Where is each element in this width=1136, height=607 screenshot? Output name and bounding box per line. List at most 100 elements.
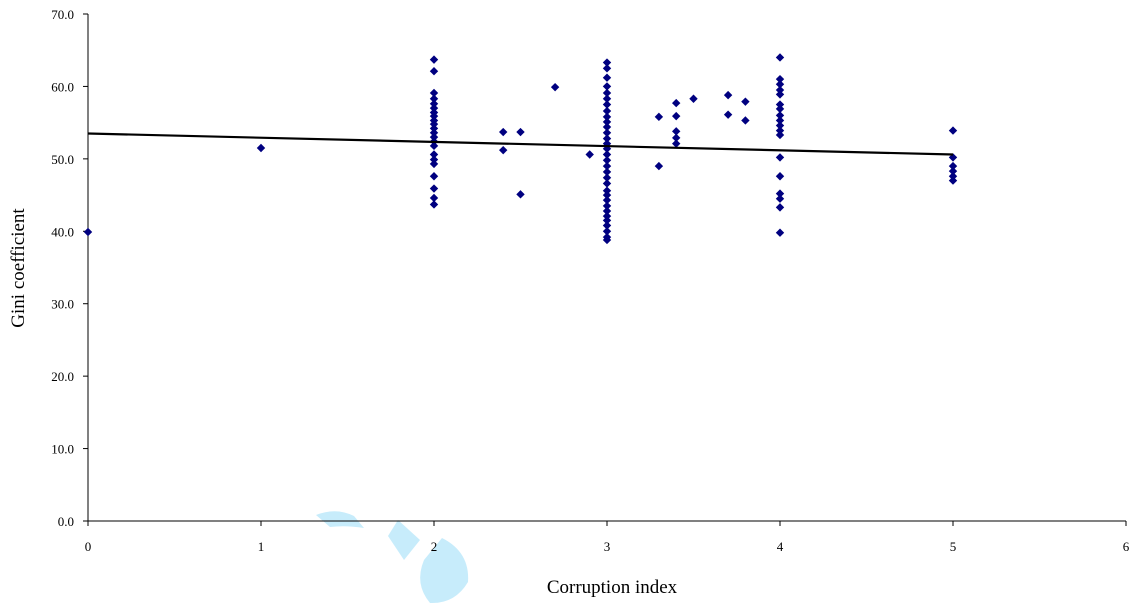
data-point <box>672 111 681 121</box>
data-point <box>775 203 785 212</box>
data-point <box>948 166 958 176</box>
data-point <box>775 121 785 130</box>
data-point <box>775 153 785 162</box>
data-point <box>602 201 612 211</box>
data-point <box>429 99 439 109</box>
data-point <box>602 134 612 143</box>
data-point <box>602 161 612 171</box>
data-point <box>429 111 439 121</box>
data-point <box>429 150 439 159</box>
data-point <box>429 124 439 133</box>
data-point <box>429 88 439 98</box>
data-point <box>948 161 958 171</box>
data-point <box>602 227 612 236</box>
data-point <box>585 150 594 159</box>
x-tick-label: 6 <box>1123 539 1130 554</box>
data-point <box>775 85 785 95</box>
data-point <box>775 189 785 198</box>
data-point <box>499 145 508 155</box>
data-point <box>602 73 612 82</box>
data-point <box>602 88 612 98</box>
data-point <box>499 127 508 137</box>
data-point <box>429 55 439 64</box>
data-point <box>723 110 733 119</box>
y-tick-label: 10.0 <box>51 442 74 457</box>
data-point <box>429 94 439 103</box>
data-point <box>429 67 439 76</box>
data-point <box>654 112 664 122</box>
data-point <box>602 64 612 73</box>
data-point <box>775 104 785 114</box>
data-point <box>429 200 439 209</box>
data-point <box>429 159 439 169</box>
trendline-group <box>87 132 954 156</box>
watermark-graphic <box>316 511 469 604</box>
data-point <box>602 235 612 245</box>
data-point <box>429 119 439 129</box>
data-point <box>429 172 439 181</box>
y-tick-label: 60.0 <box>51 79 74 94</box>
data-point <box>948 126 958 135</box>
x-tick-label: 2 <box>431 539 438 554</box>
x-axis-title: Corruption index <box>547 577 678 598</box>
data-point <box>602 216 612 225</box>
y-tick-label: 40.0 <box>51 224 74 239</box>
data-point <box>429 132 439 142</box>
data-point <box>775 80 785 89</box>
data-point <box>550 82 560 92</box>
data-point <box>429 184 439 193</box>
data-point <box>672 127 681 136</box>
data-point <box>602 156 612 165</box>
data-point <box>775 228 785 237</box>
data-point <box>672 139 681 148</box>
data-point <box>602 100 612 109</box>
scatter-points <box>83 53 958 245</box>
data-point <box>602 173 612 182</box>
x-tick-label: 0 <box>85 539 92 554</box>
data-point <box>775 111 785 120</box>
data-point <box>775 53 785 62</box>
data-point <box>775 194 785 203</box>
data-point <box>741 97 750 106</box>
data-point <box>602 190 612 200</box>
data-point <box>602 221 612 230</box>
data-point <box>602 195 612 205</box>
data-point <box>775 172 785 181</box>
y-tick-label: 50.0 <box>51 152 74 167</box>
data-point <box>948 172 958 181</box>
x-tick-label: 4 <box>777 539 784 554</box>
trendline <box>87 132 954 156</box>
data-point <box>672 133 681 143</box>
data-point <box>83 227 93 237</box>
data-point <box>429 103 439 113</box>
data-point <box>429 193 439 203</box>
data-point <box>602 112 612 122</box>
data-point <box>672 98 681 108</box>
data-point <box>775 126 785 135</box>
data-point <box>602 122 612 132</box>
data-point <box>741 116 750 125</box>
data-point <box>516 190 525 199</box>
data-point <box>602 186 612 195</box>
data-point <box>429 141 439 151</box>
data-point <box>775 100 785 109</box>
data-point <box>602 179 612 188</box>
data-point <box>602 167 612 177</box>
data-point <box>256 143 266 153</box>
data-point <box>602 106 612 116</box>
data-point <box>429 128 439 137</box>
data-point <box>689 94 698 103</box>
y-ticks: 0.0 10.0 20.0 30.0 40.0 50.0 60.0 70.0 <box>51 7 88 529</box>
data-point <box>602 58 612 67</box>
data-point <box>602 117 612 127</box>
data-point <box>602 206 612 216</box>
data-point <box>775 130 785 140</box>
x-tick-label: 5 <box>950 539 957 554</box>
data-point <box>775 116 785 125</box>
x-ticks: 0 1 2 3 4 5 6 <box>85 521 1130 554</box>
y-tick-label: 30.0 <box>51 297 74 312</box>
data-point <box>602 211 612 221</box>
data-point <box>516 127 525 137</box>
y-tick-label: 70.0 <box>51 7 74 22</box>
